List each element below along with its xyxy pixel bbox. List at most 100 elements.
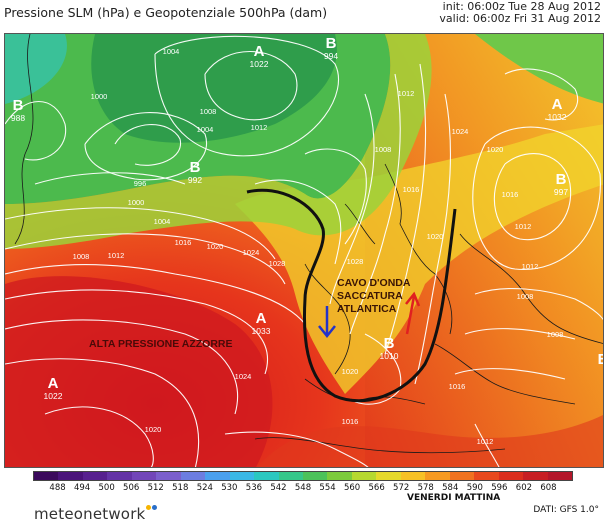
isobar-label: 1020 <box>207 242 224 251</box>
legend-swatch <box>82 472 108 480</box>
isobar-label: 1008 <box>517 292 534 301</box>
legend-tick-label: 566 <box>368 483 385 493</box>
init-time: init: 06:00z Tue 28 Aug 2012 <box>442 0 601 13</box>
pressure-center-letter: B <box>326 35 337 52</box>
legend-tick-label: 494 <box>73 483 91 493</box>
legend-tick-label: 518 <box>172 483 189 493</box>
pressure-center-value: 1033 <box>252 326 271 336</box>
isobar-label: 1000 <box>128 198 145 207</box>
logo-text: meteonetwork <box>34 505 146 523</box>
legend-swatch <box>278 472 303 480</box>
isobar-label: 1020 <box>342 367 359 376</box>
pressure-center-value: 994 <box>324 51 338 61</box>
legend-tick-label: 536 <box>245 483 263 493</box>
legend-tick-label: 488 <box>49 483 66 493</box>
isobar-label: 1012 <box>477 437 494 446</box>
pressure-center-value: 992 <box>188 175 202 185</box>
forecast-day: VENERDI MATTINA <box>407 493 501 503</box>
isobar-label: 996 <box>134 179 147 188</box>
trough-annotation-line: CAVO D'ONDA <box>337 277 411 289</box>
isobar-label: 1008 <box>375 145 392 154</box>
teal-patch <box>5 34 67 104</box>
legend-swatch <box>547 472 572 480</box>
legend-swatch <box>58 472 83 480</box>
legend-swatch <box>449 472 475 480</box>
legend-swatch <box>302 472 328 480</box>
logo-dot-yellow-icon <box>146 505 152 510</box>
azores-red-core <box>5 276 273 467</box>
legend-tick-label: 596 <box>491 483 508 493</box>
isobar-label: 1024 <box>243 248 260 257</box>
legend-swatch <box>205 472 230 480</box>
legend-swatch <box>474 472 499 480</box>
isobar-label: 1024 <box>452 127 469 136</box>
pressure-center-letter: B <box>384 335 395 352</box>
legend-swatch <box>327 472 352 480</box>
legend-tick-label: 548 <box>294 483 312 493</box>
legend-tick-label: 542 <box>270 483 287 493</box>
northward-flow-arrow <box>405 291 421 335</box>
legend-tick-label: 554 <box>319 483 336 493</box>
isobar-label: 1004 <box>163 47 180 56</box>
legend-swatch <box>498 472 524 480</box>
isobar-label: 1012 <box>108 251 125 260</box>
legend-tick-label: 590 <box>466 483 483 493</box>
legend-swatch <box>425 472 450 480</box>
isobars <box>5 35 603 467</box>
pressure-center-letter: A <box>552 96 563 113</box>
legend-swatch <box>180 472 206 480</box>
isobar-label: 1000 <box>91 92 108 101</box>
pressure-center-value: 1022 <box>250 59 269 69</box>
legend-tick-label: 578 <box>417 483 434 493</box>
pressure-center-letter: B <box>13 97 24 114</box>
map-title: Pressione SLM (hPa) e Geopotenziale 500h… <box>4 5 328 20</box>
legend-tick-label: 530 <box>221 483 238 493</box>
pressure-center-letter: A <box>256 310 267 327</box>
lime-band <box>5 34 432 249</box>
trough-annotation: CAVO D'ONDA SACCATURA ATLANTICA <box>337 277 411 315</box>
isobar-label: 1020 <box>487 145 504 154</box>
legend-tick-label: 560 <box>343 483 361 493</box>
legend-swatch <box>229 472 255 480</box>
legend-swatch <box>34 472 59 480</box>
isobar-label: 1012 <box>522 262 539 271</box>
azores-annotation: ALTA PRESSIONE AZZORRE <box>89 338 233 350</box>
pressure-center-value: 1010 <box>380 351 399 361</box>
isobar-label: 1004 <box>154 217 171 226</box>
isobar-label: 1016 <box>342 417 359 426</box>
isobar-label: 1004 <box>197 125 214 134</box>
legend-tick-label: 524 <box>196 483 213 493</box>
east-green <box>475 34 603 104</box>
pressure-center-letter: B <box>598 351 604 368</box>
isobar-label: 1008 <box>73 252 90 261</box>
weather-map: A 1022 B 994 B 988 B 992 A 1033 A 1022 B 997 A 1032 B 101… <box>4 33 604 468</box>
pressure-center-value: 988 <box>11 113 25 123</box>
data-source: DATI: GFS 1.0° <box>533 505 599 515</box>
legend-swatch <box>254 472 279 480</box>
legend-tick-label: 512 <box>147 483 164 493</box>
pressure-center-value: 1032 <box>548 112 567 122</box>
south-red-core <box>256 414 603 467</box>
logo-dot-blue-icon <box>152 505 158 510</box>
isobar-label: 1016 <box>502 190 519 199</box>
isobar-label: 1020 <box>145 425 162 434</box>
isobar-label: 1008 <box>547 330 564 339</box>
legend-tick-label: 572 <box>393 483 410 493</box>
pressure-center-value: 997 <box>554 187 568 197</box>
pressure-center-letter: B <box>190 159 201 176</box>
isobar-label: 1016 <box>449 382 466 391</box>
legend-swatch <box>107 472 132 480</box>
trough-annotation-line: SACCATURA <box>337 290 403 302</box>
pressure-center-letter: B <box>556 171 567 188</box>
coastlines <box>14 34 603 454</box>
isobar-label: 1012 <box>251 123 268 132</box>
trough-annotation-line: ATLANTICA <box>337 303 397 315</box>
legend-tick-label: 500 <box>98 483 115 493</box>
trough-line <box>246 188 457 403</box>
legend-tick-label: 506 <box>123 483 140 493</box>
legend-swatch <box>156 472 181 480</box>
pressure-center-letter: A <box>48 375 59 392</box>
isobar-label: 1016 <box>403 185 420 194</box>
isobar-labels: 1004 1000 1004 1008 1012 996 1000 1004 1008 1012 1… <box>73 47 564 446</box>
southward-flow-arrow <box>318 306 336 339</box>
